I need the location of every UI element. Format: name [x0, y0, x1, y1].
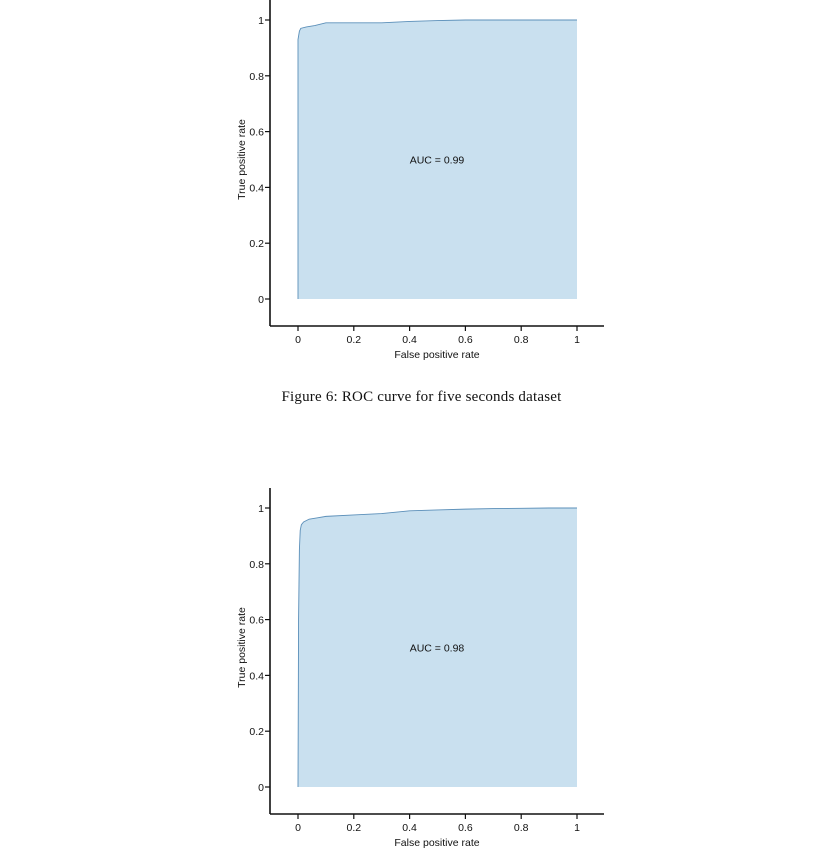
x-axis-label: False positive rate	[394, 837, 479, 849]
x-tick-label: 0.8	[514, 334, 529, 346]
x-tick-label: 0.4	[402, 334, 417, 346]
roc-curve	[297, 19, 577, 299]
y-tick-label: 1	[258, 503, 264, 515]
x-tick-label: 0.4	[402, 822, 417, 834]
y-tick-label: 0.2	[249, 726, 264, 738]
x-axis-label: False positive rate	[394, 349, 479, 361]
roc-plot-svg: 0 0.2 0.4 0.6 0.8 1 0 0.2 0.4 0.6 0.8 1 False positi…	[236, 488, 604, 849]
x-tick-label: 1	[574, 822, 580, 834]
roc-chart-1: 0 0.2 0.4 0.6 0.8 1 0 0.2 0.4 0.6 0.8 1 False positi…	[0, 0, 821, 375]
y-axis-label: True positive rate	[236, 119, 248, 200]
y-tick-label: 0	[258, 782, 264, 794]
roc-chart-2: 0 0.2 0.4 0.6 0.8 1 0 0.2 0.4 0.6 0.8 1 False positi…	[0, 488, 821, 863]
auc-annotation: AUC = 0.98	[410, 643, 465, 655]
y-tick-label: 0.8	[249, 559, 264, 571]
y-tick-label: 0	[258, 294, 264, 306]
x-tick-label: 0.8	[514, 822, 529, 834]
x-tick-label: 1	[574, 334, 580, 346]
x-tick-label: 0.2	[346, 822, 361, 834]
y-tick-label: 0.4	[249, 182, 264, 194]
y-tick-label: 0.2	[249, 238, 264, 250]
roc-plot-svg: 0 0.2 0.4 0.6 0.8 1 0 0.2 0.4 0.6 0.8 1 False positi…	[236, 0, 604, 361]
y-axis-label: True positive rate	[236, 607, 248, 688]
x-tick-label: 0.6	[458, 822, 473, 834]
y-tick-label: 0.6	[249, 615, 264, 627]
roc-area	[298, 20, 577, 299]
y-tick-label: 0.4	[249, 670, 264, 682]
y-tick-label: 1	[258, 15, 264, 27]
roc-area	[298, 508, 577, 787]
y-tick-label: 0.6	[249, 127, 264, 139]
auc-annotation: AUC = 0.99	[410, 155, 465, 167]
figure-caption: Figure 6: ROC curve for five seconds dat…	[281, 389, 562, 405]
y-tick-label: 0.8	[249, 71, 264, 83]
roc-curve	[297, 507, 577, 788]
x-tick-label: 0	[295, 822, 301, 834]
x-tick-label: 0	[295, 334, 301, 346]
x-tick-label: 0.2	[346, 334, 361, 346]
x-tick-label: 0.6	[458, 334, 473, 346]
